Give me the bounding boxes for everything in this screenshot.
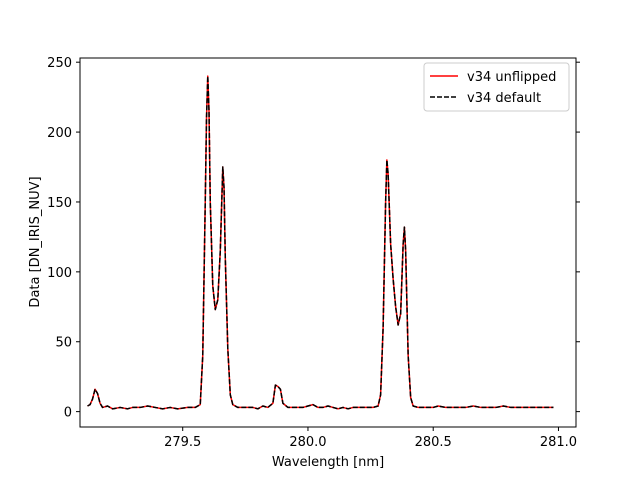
y-axis-label: Data [DN_IRIS_NUV] xyxy=(28,176,43,307)
x-tick-label: 281.0 xyxy=(540,435,577,450)
x-tick-label: 280.5 xyxy=(415,435,452,450)
y-tick-label: 200 xyxy=(47,126,72,141)
axes-frame xyxy=(79,57,577,428)
y-tick-label: 100 xyxy=(47,266,72,281)
x-tick-label: 279.5 xyxy=(164,435,201,450)
x-axis-label: Wavelength [nm] xyxy=(272,455,384,470)
legend: v34 unflipped v34 default xyxy=(423,62,570,112)
series-line-default xyxy=(87,75,554,410)
x-tick-label: 280.0 xyxy=(289,435,326,450)
series-layer xyxy=(87,75,554,410)
y-tick-label: 150 xyxy=(47,196,72,211)
legend-box xyxy=(423,62,570,112)
y-axis: 0 50 100 150 200 250 xyxy=(47,56,580,421)
legend-label-unflipped: v34 unflipped xyxy=(467,70,556,85)
y-tick-label: 0 xyxy=(64,406,72,421)
legend-label-default: v34 default xyxy=(467,91,541,106)
x-axis: 279.5 280.0 280.5 281.0 xyxy=(164,427,577,450)
y-tick-label: 50 xyxy=(55,336,72,351)
y-tick-label: 250 xyxy=(47,56,72,71)
